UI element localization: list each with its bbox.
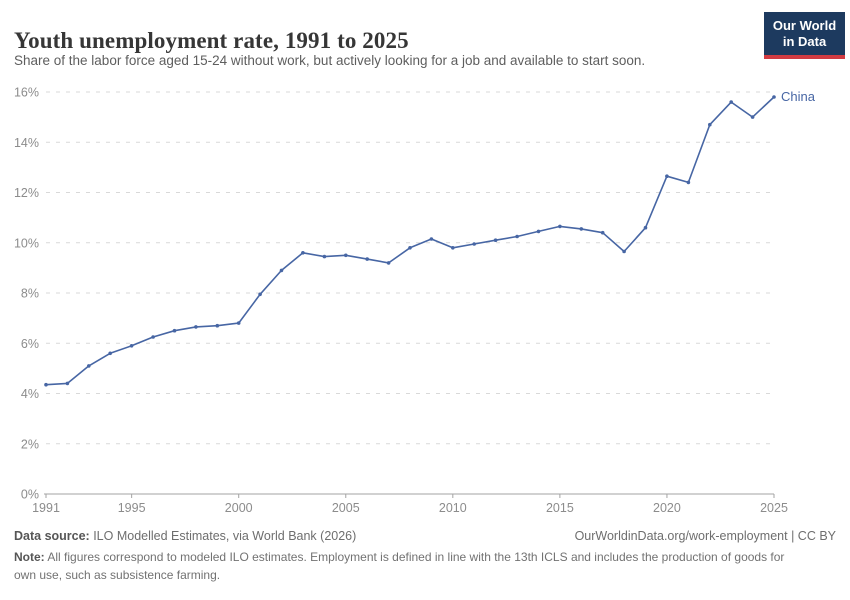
data-point-china-2015 (558, 224, 562, 229)
data-point-china-2007 (386, 261, 391, 265)
x-tick-label-2015: 2015 (546, 501, 574, 515)
data-point-china-1998 (194, 325, 198, 329)
owid-link[interactable]: OurWorldinData.org/work-employment | CC … (574, 529, 836, 543)
owid-logo-line2: in Data (782, 34, 827, 49)
data-point-china-2024 (750, 115, 755, 119)
data-point-china-1997 (172, 328, 177, 333)
chart-footer: Data source: ILO Modelled Estimates, via… (14, 529, 836, 584)
series-line-china[interactable] (45, 96, 775, 386)
y-tick-label-4%: 4% (21, 387, 39, 401)
data-source-text: ILO Modelled Estimates, via World Bank (… (89, 529, 357, 543)
data-point-china-2001 (258, 292, 262, 297)
data-point-china-2014 (536, 229, 541, 234)
data-point-china-2022 (708, 122, 712, 127)
x-tick-label-1991: 1991 (32, 501, 60, 515)
owid-logo-line1: Our World (772, 18, 837, 33)
page-subtitle: Share of the labor force aged 15-24 with… (14, 53, 646, 68)
page-title: Youth unemployment rate, 1991 to 2025 (14, 28, 409, 54)
x-tick-label-2020: 2020 (653, 501, 681, 515)
x-tick-label-2025: 2025 (760, 501, 788, 515)
y-tick-label-6%: 6% (21, 337, 39, 351)
x-tick-label-2010: 2010 (439, 501, 467, 515)
y-tick-label-0%: 0% (21, 488, 39, 502)
note-label: Note: (14, 550, 45, 564)
data-point-china-1991 (44, 382, 48, 387)
data-source-label: Data source: (14, 529, 90, 543)
data-point-china-2011 (472, 242, 477, 246)
data-point-china-2012 (493, 238, 498, 242)
y-tick-label-2%: 2% (21, 437, 39, 451)
data-point-china-1992 (65, 381, 70, 386)
data-point-china-2000 (236, 321, 241, 325)
data-point-china-1995 (129, 344, 134, 348)
data-point-china-2021 (686, 180, 691, 185)
y-tick-label-10%: 10% (14, 236, 39, 250)
data-point-china-1996 (151, 335, 155, 339)
data-point-china-2004 (322, 254, 327, 259)
data-point-china-2005 (344, 253, 348, 258)
chart-note: Note: All figures correspond to modeled … (14, 548, 804, 584)
x-tick-label-1995: 1995 (118, 501, 146, 515)
data-source: Data source: ILO Modelled Estimates, via… (14, 529, 356, 543)
data-point-china-2003 (301, 251, 305, 255)
y-tick-label-16%: 16% (14, 86, 39, 100)
data-point-china-1999 (215, 323, 220, 328)
note-text: All figures correspond to modeled ILO es… (14, 550, 785, 582)
series-end-label-china[interactable]: China (781, 89, 816, 104)
data-point-china-1993 (87, 364, 91, 368)
y-tick-label-12%: 12% (14, 186, 39, 200)
data-point-china-2013 (515, 234, 519, 239)
y-tick-label-8%: 8% (21, 287, 39, 301)
data-point-china-2019 (643, 225, 648, 230)
x-tick-label-2000: 2000 (225, 501, 253, 515)
x-tick-label-2005: 2005 (332, 501, 360, 515)
data-point-china-2010 (451, 246, 455, 250)
data-point-china-2009 (429, 237, 434, 241)
data-point-china-2020 (665, 174, 669, 178)
owid-logo[interactable]: Our World in Data (764, 12, 845, 59)
data-point-china-2025 (772, 95, 776, 99)
data-point-china-2006 (365, 257, 370, 261)
data-point-china-2017 (600, 230, 605, 235)
data-point-china-2023 (729, 100, 733, 104)
data-point-china-2016 (579, 227, 584, 231)
y-tick-label-14%: 14% (14, 136, 39, 150)
data-point-china-2018 (622, 249, 626, 254)
data-point-china-2008 (408, 246, 412, 250)
data-point-china-1994 (108, 351, 112, 356)
data-point-china-2002 (279, 268, 284, 273)
